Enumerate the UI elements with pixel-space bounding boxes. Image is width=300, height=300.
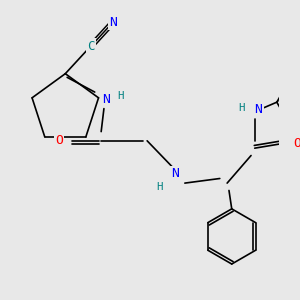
Text: H: H (156, 182, 162, 192)
Text: O: O (55, 134, 63, 147)
Text: O: O (293, 137, 300, 150)
Text: C: C (87, 40, 95, 52)
Text: N: N (102, 93, 110, 106)
Text: H: H (239, 103, 245, 113)
Text: N: N (171, 167, 179, 180)
Text: N: N (254, 103, 262, 116)
Text: H: H (117, 91, 124, 101)
Text: N: N (109, 16, 117, 29)
